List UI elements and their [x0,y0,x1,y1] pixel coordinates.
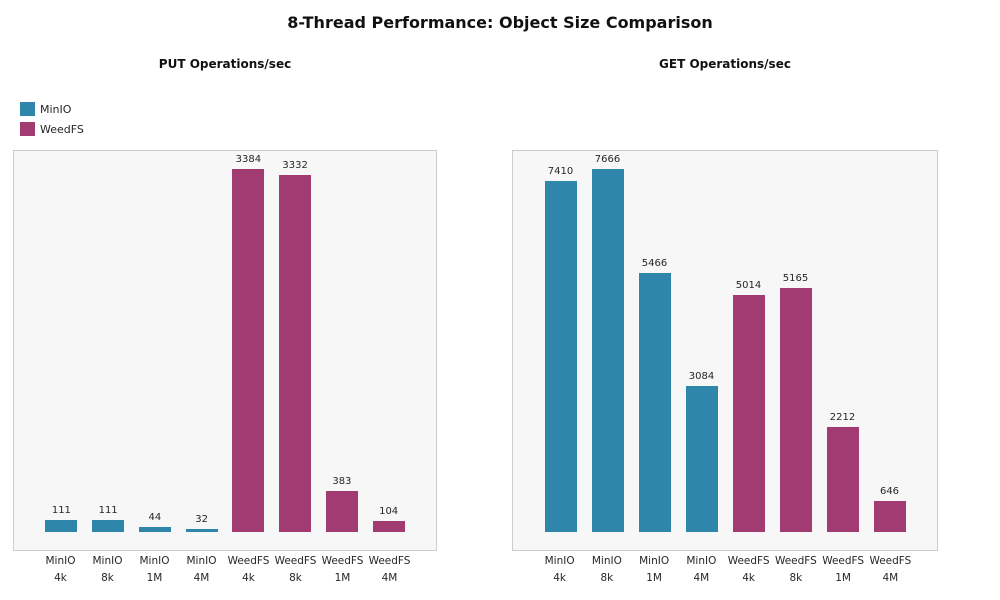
baseline-spacer [319,532,366,550]
legend-item-weedfs: WeedFS [20,119,84,139]
x-tick-label: WeedFS 8k [274,555,317,584]
bar-value-label: 5466 [641,258,668,270]
bar-weedfs-4k [732,294,765,532]
bar-value-label: 111 [98,505,118,517]
bar-minio-4M [185,528,218,532]
bar-value-label: 44 [148,512,162,524]
x-tick-label: WeedFS 4k [227,555,270,584]
baseline-spacer [725,532,772,550]
bar-weedfs-1M [325,490,358,532]
bar-slot: 5165 [772,151,819,550]
bar-value-label: 7666 [594,154,621,166]
bar-slot: 7666 [584,151,631,550]
minio-color-swatch [20,102,35,116]
baseline-spacer [85,532,132,550]
get-x-axis-labels: MinIO 4k MinIO 8k MinIO 1M MinIO 4M WeedFS 4k Weed… [512,553,938,587]
bar-slot: 383 [319,151,366,550]
get-bars-area: 7410 7666 5466 3084 5014 5165 2212 646 [513,151,937,550]
weedfs-color-swatch [20,122,35,136]
bar-value-label: 5165 [782,272,809,284]
x-tick-label: WeedFS 4M [368,555,411,584]
bar-slot: 2212 [819,151,866,550]
bar-weedfs-4M [372,520,405,532]
bar-minio-8k [591,169,624,532]
bar-value-label: 104 [379,505,399,517]
put-chart-title: PUT Operations/sec [158,57,292,71]
put-bars-area: 111 111 44 32 3384 3332 383 104 [14,151,436,550]
bar-value-label: 2212 [829,412,856,424]
bar-value-label: 646 [879,486,900,498]
bar-slot: 32 [178,151,225,550]
x-tick-label: MinIO 4M [186,555,217,584]
x-tick-label: WeedFS 8k [774,555,817,584]
x-tick-label: MinIO 4k [45,555,76,584]
bar-slot: 7410 [537,151,584,550]
get-chart-panel: 7410 7666 5466 3084 5014 5165 2212 646 [512,150,938,551]
bar-value-label: 32 [195,513,208,525]
baseline-spacer [132,532,179,550]
bar-value-label: 3332 [282,159,308,171]
figure-title: 8-Thread Performance: Object Size Compar… [287,13,713,32]
legend-label-minio: MinIO [40,102,72,116]
x-tick-label: WeedFS 1M [822,555,865,584]
bar-value-label: 7410 [547,166,574,178]
legend: MinIO WeedFS [20,99,84,139]
bar-slot: 3384 [225,151,272,550]
bar-minio-4k [45,520,78,532]
legend-item-minio: MinIO [20,99,84,119]
bar-weedfs-8k [279,174,312,532]
put-chart-panel: 111 111 44 32 3384 3332 383 104 [13,150,437,551]
bar-value-label: 3384 [235,154,262,166]
x-tick-label: MinIO 4k [544,555,575,584]
bar-value-label: 111 [51,505,71,517]
bar-slot: 5466 [631,151,678,550]
bar-value-label: 383 [332,475,352,487]
bar-minio-1M [638,273,671,532]
x-tick-label: MinIO 1M [139,555,170,584]
baseline-spacer [178,532,225,550]
bar-minio-4k [544,181,577,532]
baseline-spacer [678,532,725,550]
bar-minio-4M [685,386,718,532]
baseline-spacer [272,532,319,550]
put-x-axis-labels: MinIO 4k MinIO 8k MinIO 1M MinIO 4M WeedFS 4k Weed… [13,553,437,587]
legend-label-weedfs: WeedFS [40,122,84,136]
x-tick-label: WeedFS 4k [727,555,770,584]
bar-slot: 646 [866,151,913,550]
bar-weedfs-4M [873,501,906,532]
x-tick-label: WeedFS 1M [321,555,364,584]
bar-value-label: 3084 [688,371,715,383]
bar-slot: 44 [132,151,179,550]
get-chart-title: GET Operations/sec [659,57,791,71]
x-tick-label: MinIO 8k [591,555,622,584]
baseline-spacer [866,532,913,550]
x-tick-label: MinIO 8k [92,555,123,584]
bar-minio-8k [92,520,125,532]
bar-weedfs-4k [232,169,265,532]
baseline-spacer [537,532,584,550]
bar-weedfs-8k [779,287,812,532]
bar-minio-1M [138,527,171,532]
bar-slot: 111 [85,151,132,550]
baseline-spacer [631,532,678,550]
baseline-spacer [584,532,631,550]
baseline-spacer [38,532,85,550]
bar-value-label: 5014 [735,279,762,291]
bar-slot: 104 [365,151,412,550]
x-tick-label: MinIO 4M [686,555,717,584]
bar-weedfs-1M [826,427,859,532]
baseline-spacer [365,532,412,550]
x-tick-label: WeedFS 4M [869,555,912,584]
bar-slot: 111 [38,151,85,550]
bar-slot: 5014 [725,151,772,550]
bar-slot: 3084 [678,151,725,550]
baseline-spacer [819,532,866,550]
baseline-spacer [225,532,272,550]
x-tick-label: MinIO 1M [639,555,670,584]
baseline-spacer [772,532,819,550]
bar-slot: 3332 [272,151,319,550]
